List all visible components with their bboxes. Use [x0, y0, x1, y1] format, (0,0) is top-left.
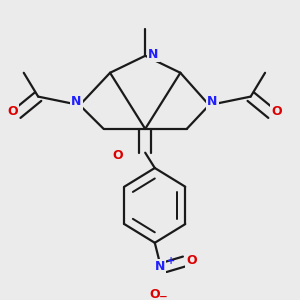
Text: O: O [186, 254, 196, 267]
Text: O: O [113, 148, 123, 162]
Text: N: N [71, 95, 82, 108]
Text: N: N [207, 95, 217, 108]
Text: −: − [159, 292, 168, 300]
Text: +: + [167, 256, 175, 266]
Text: O: O [7, 105, 18, 119]
Text: O: O [149, 288, 160, 300]
Text: N: N [148, 48, 158, 61]
Text: N: N [154, 260, 165, 273]
Text: O: O [271, 105, 282, 119]
